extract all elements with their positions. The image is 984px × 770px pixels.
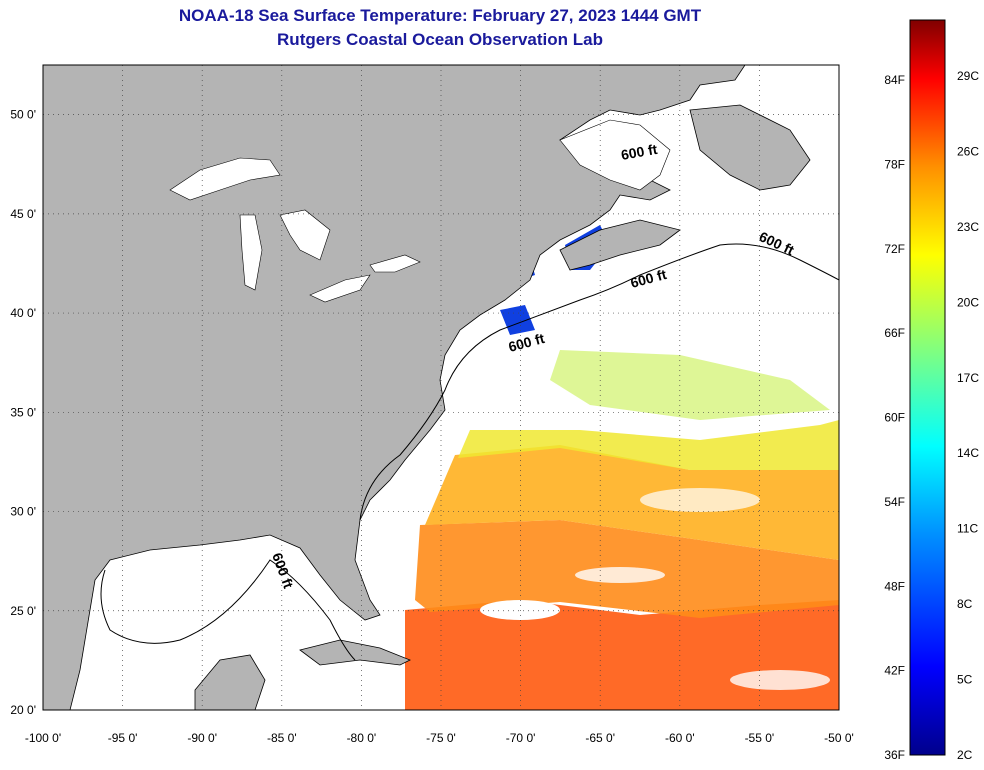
colorbar-c-label: 2C — [957, 748, 973, 762]
newfoundland-land — [689, 104, 811, 191]
sst-band-amber — [425, 445, 839, 560]
longitude-tick-label: -90 0' — [187, 731, 217, 745]
colorbar-c-label: 26C — [957, 144, 979, 158]
colorbar-c-label: 5C — [957, 673, 973, 687]
cuba-land — [299, 639, 411, 666]
longitude-tick-label: -60 0' — [665, 731, 695, 745]
colorbar-f-label: 42F — [884, 664, 905, 678]
longitude-tick-label: -55 0' — [745, 731, 775, 745]
colorbar-f-label: 66F — [884, 326, 905, 340]
colorbar-f-label: 48F — [884, 579, 905, 593]
cloud-gap — [480, 600, 560, 620]
sst-band-greenish — [550, 350, 830, 420]
colorbar-f-label: 36F — [884, 748, 905, 762]
colorbar — [909, 19, 946, 756]
sst-band-yellow — [458, 420, 839, 470]
cloud-gap — [730, 670, 830, 690]
longitude-tick-label: -95 0' — [108, 731, 138, 745]
lake-erie — [309, 274, 371, 303]
contour-label: 600 ft — [620, 141, 659, 163]
longitude-tick-label: -50 0' — [824, 731, 854, 745]
gulf-st-lawrence — [559, 119, 671, 191]
lake-huron — [279, 209, 331, 261]
latitude-tick-label: 45 0' — [10, 207, 36, 221]
longitude-tick-label: -100 0' — [25, 731, 61, 745]
sst-cold-patch — [500, 305, 535, 335]
longitude-labels: -100 0' -95 0' -90 0' -85 0' -80 0' -75 0' -70… — [25, 731, 854, 745]
colorbar-c-label: 17C — [957, 371, 979, 385]
longitude-tick-label: -75 0' — [426, 731, 456, 745]
colorbar-f-label: 60F — [884, 411, 905, 425]
colorbar-c-label: 14C — [957, 446, 979, 460]
nova-scotia-land — [559, 219, 681, 271]
latitude-tick-label: 30 0' — [10, 505, 36, 519]
colorbar-c-label: 11C — [957, 522, 978, 536]
longitude-tick-label: -80 0' — [347, 731, 377, 745]
yucatan-land — [194, 654, 266, 710]
colorbar-c-label: 8C — [957, 597, 973, 611]
colorbar-f-label: 72F — [884, 242, 905, 256]
map-frame — [42, 64, 840, 711]
map-title: NOAA-18 Sea Surface Temperature: Februar… — [178, 6, 702, 25]
map-subtitle: Rutgers Coastal Ocean Observation Lab — [277, 30, 603, 49]
colorbar-celsius-labels: 29C 26C 23C 20C 17C 14C 11C 8C 5C 2C — [957, 69, 979, 762]
cloud-gap — [640, 488, 760, 512]
longitude-tick-label: -85 0' — [267, 731, 297, 745]
colorbar-f-label: 78F — [884, 157, 905, 171]
longitude-tick-label: -65 0' — [585, 731, 615, 745]
cloud-gap — [575, 567, 665, 583]
colorbar-f-label: 54F — [884, 495, 905, 509]
colorbar-f-label: 84F — [884, 73, 905, 87]
depth-contour-600ft — [100, 559, 356, 661]
latitude-labels: 20 0' 25 0' 30 0' 35 0' 40 0' 45 0' 50 0' — [10, 108, 36, 717]
colorbar-c-label: 29C — [957, 69, 979, 83]
colorbar-c-label: 23C — [957, 220, 979, 234]
colorbar-fahrenheit-labels: 84F 78F 72F 66F 60F 54F 48F 42F 36F — [884, 73, 905, 762]
latitude-tick-label: 25 0' — [10, 604, 36, 618]
north-america-land — [43, 65, 746, 710]
latitude-tick-label: 50 0' — [10, 108, 36, 122]
sst-band-warm — [405, 600, 839, 710]
lake-superior — [169, 157, 281, 201]
longitude-tick-label: -70 0' — [506, 731, 536, 745]
lake-ontario — [369, 254, 421, 273]
latitude-tick-label: 40 0' — [10, 306, 36, 320]
depth-contour-600ft — [359, 243, 839, 521]
latitude-tick-label: 35 0' — [10, 405, 36, 419]
colorbar-c-label: 20C — [957, 295, 979, 309]
lake-michigan — [239, 214, 263, 291]
latitude-tick-label: 20 0' — [10, 703, 36, 717]
